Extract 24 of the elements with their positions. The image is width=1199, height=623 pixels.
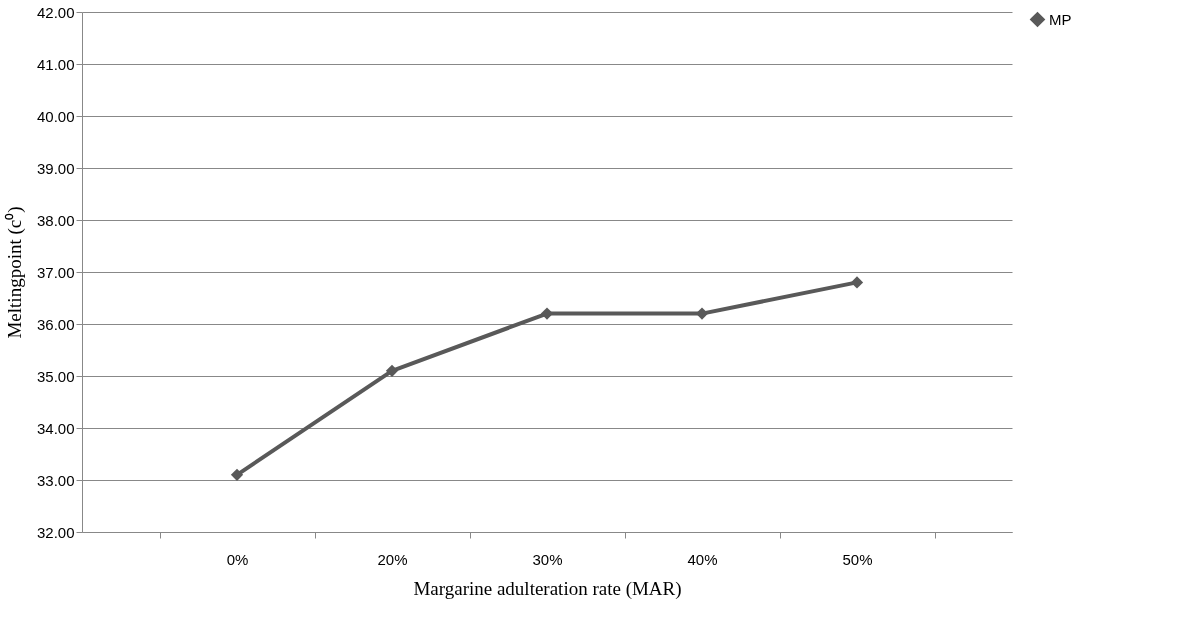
y-axis-title: Meltingpoint (c⁰) — [3, 206, 26, 339]
y-tick-label: 35.00 — [36, 367, 75, 385]
x-tick-label: 30% — [532, 550, 563, 568]
x-tick-label: 20% — [377, 550, 408, 568]
y-tick-label: 36.00 — [36, 315, 75, 333]
point — [850, 276, 864, 289]
y-tick-label: 33.00 — [36, 471, 75, 489]
point — [695, 307, 709, 320]
point — [540, 307, 554, 320]
point — [385, 364, 399, 377]
y-tick-label: 32.00 — [36, 523, 75, 541]
y-tick-label: 37.00 — [36, 263, 75, 281]
x-tick-label: 40% — [687, 550, 718, 568]
y-tick-label: 38.00 — [36, 211, 75, 229]
y-tick-label: 39.00 — [36, 159, 75, 177]
legend-label: MP — [1049, 10, 1072, 28]
x-tick-label: 0% — [226, 550, 249, 568]
x-axis-title: Margarine adulteration rate (MAR) — [413, 577, 682, 600]
x-tick-label: 50% — [842, 550, 873, 568]
y-tick-label: 42.00 — [36, 3, 75, 21]
y-tick-label: 34.00 — [36, 419, 75, 437]
y-tick-label: 41.00 — [36, 55, 75, 73]
point — [230, 468, 244, 481]
y-tick-label: 40.00 — [36, 107, 75, 125]
